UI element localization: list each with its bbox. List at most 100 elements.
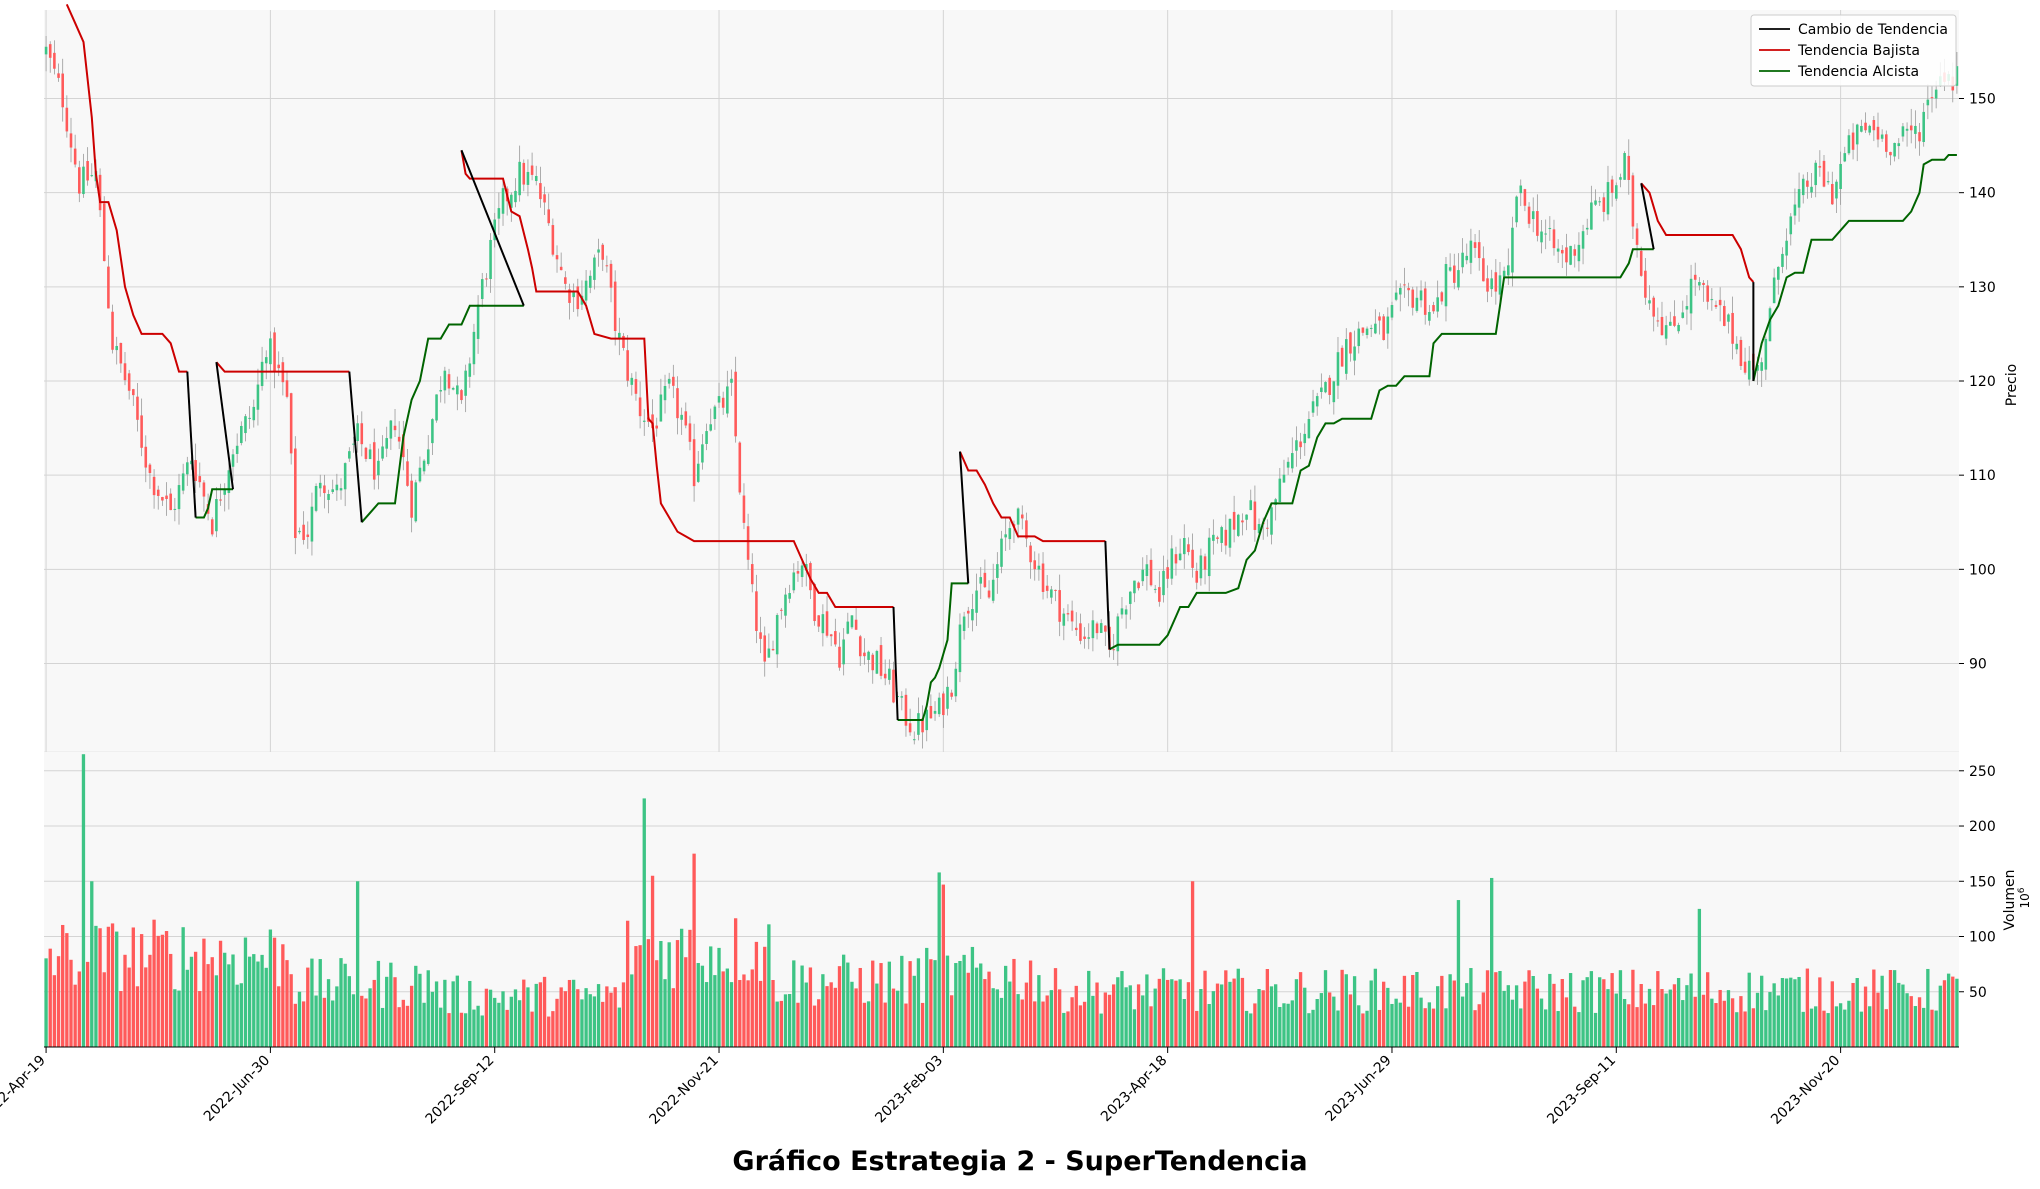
volume-bar <box>1315 999 1319 1047</box>
candle-body <box>1344 339 1348 374</box>
volume-bar <box>642 798 646 1047</box>
candle-body <box>294 448 297 539</box>
candle-body <box>750 564 754 585</box>
volume-bar <box>322 997 327 1047</box>
candle-body <box>651 414 654 429</box>
candle-body <box>1050 589 1053 598</box>
volume-bar <box>1199 988 1203 1047</box>
volume-bar <box>1477 1004 1481 1047</box>
volume-bar <box>509 996 513 1047</box>
candle-body <box>1764 338 1768 370</box>
candle-body <box>1120 608 1124 615</box>
candle-body <box>439 390 442 392</box>
volume-bar <box>1074 985 1078 1047</box>
volume-bar <box>987 971 991 1047</box>
candle-body <box>318 482 322 489</box>
candle-body <box>734 371 737 437</box>
volume-bar <box>692 853 696 1047</box>
candle-body <box>863 652 866 657</box>
candle-body <box>132 389 135 396</box>
volume-bar <box>389 962 393 1047</box>
candle-body <box>551 225 555 255</box>
candle-body <box>210 519 214 535</box>
volume-bar <box>1265 968 1270 1047</box>
volume-bar <box>198 991 202 1047</box>
volume-bar <box>717 947 721 1047</box>
volume-bar <box>1722 1000 1726 1047</box>
candle-body <box>140 415 143 448</box>
candle-body <box>609 263 613 288</box>
candle-body <box>522 162 526 185</box>
price-tick-label: 130 <box>1969 280 1996 296</box>
candle-body <box>825 611 829 636</box>
candle-body <box>1918 132 1921 142</box>
candle-body <box>1515 196 1518 223</box>
volume-bar <box>385 976 389 1047</box>
candle-body <box>1893 142 1896 157</box>
volume-bar <box>1660 989 1664 1047</box>
candle-body <box>1270 507 1273 535</box>
volume-bar <box>1253 1003 1257 1047</box>
volume-bar <box>1618 970 1623 1047</box>
candle-body <box>850 615 854 628</box>
volume-bar <box>360 995 364 1047</box>
candle-body <box>1083 636 1086 640</box>
volume-bar <box>1141 995 1145 1047</box>
volume-bar <box>1145 974 1149 1047</box>
candle-body <box>111 311 114 350</box>
supertrend-lines <box>65 3 1957 721</box>
volume-bar <box>605 986 609 1047</box>
volume-bar <box>1436 986 1440 1047</box>
candle-body <box>1066 613 1070 615</box>
candle-body <box>1465 255 1469 261</box>
volume-bar <box>1843 1009 1847 1047</box>
candle-body <box>1552 229 1556 249</box>
volume-bar <box>916 958 921 1047</box>
candle-body <box>709 424 713 431</box>
volume-bar <box>754 941 759 1047</box>
candle-body <box>1008 528 1012 540</box>
candle-body <box>1444 264 1448 307</box>
volume-bar <box>1116 977 1120 1047</box>
bullish-trend-line <box>361 304 524 523</box>
candle-body <box>356 423 359 442</box>
volume-bar <box>339 958 343 1047</box>
volume-bar <box>343 963 347 1047</box>
volume-bar <box>1257 989 1261 1047</box>
candle-body <box>1482 258 1485 282</box>
candle-body <box>156 489 160 496</box>
volume-bar <box>1838 1003 1843 1047</box>
candle-body <box>1606 182 1610 215</box>
candle-body <box>1037 565 1041 570</box>
volume-bar <box>1390 1003 1394 1047</box>
volume-bar <box>1003 965 1008 1047</box>
candle-body <box>1328 377 1331 395</box>
candle-body <box>1955 66 1959 86</box>
candle-body <box>1178 553 1182 561</box>
candle-body <box>1436 297 1439 312</box>
volume-bar <box>804 982 808 1047</box>
volume-bar <box>958 960 962 1047</box>
candle-body <box>900 696 904 698</box>
volume-bar <box>505 1009 509 1047</box>
candle-body <box>991 579 995 601</box>
volume-bar <box>792 960 796 1047</box>
legend-label-cambio: Cambio de Tendencia <box>1798 22 1948 38</box>
volume-bar <box>1278 1006 1282 1047</box>
volume-bar <box>825 986 829 1047</box>
candle-body <box>1635 228 1639 245</box>
volume-bar <box>733 918 738 1047</box>
volume-bar <box>775 1001 779 1047</box>
candle-body <box>1797 189 1801 208</box>
volume-bar <box>555 998 559 1047</box>
volume-bar <box>1955 978 1959 1047</box>
candle-body <box>879 645 883 676</box>
volume-bar <box>335 986 339 1047</box>
volume-bar <box>1809 1008 1814 1047</box>
volume-bar <box>1128 985 1132 1047</box>
volume-bar <box>1008 981 1012 1047</box>
candle-body <box>1170 548 1174 579</box>
candle-body <box>534 176 538 181</box>
candle-body <box>638 397 642 417</box>
